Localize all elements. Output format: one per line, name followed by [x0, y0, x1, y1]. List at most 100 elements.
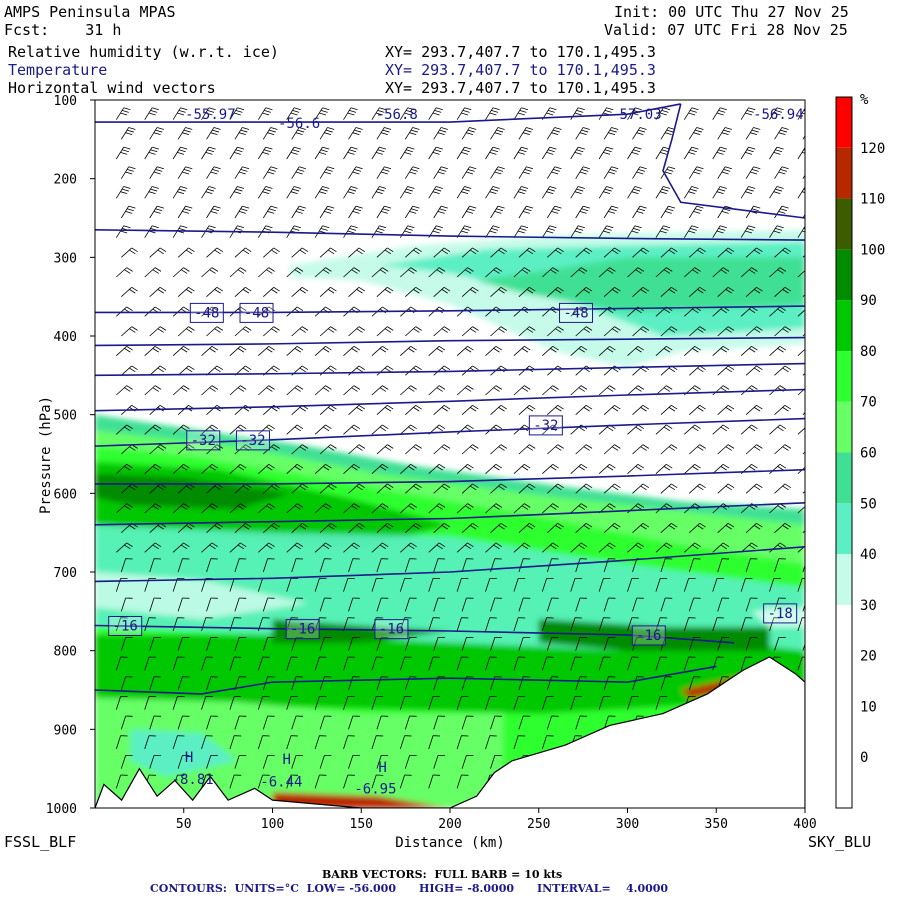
- wind-barb: [177, 715, 190, 730]
- wind-barb: [172, 345, 190, 356]
- wind-barb: [546, 166, 562, 179]
- wind-barb: [404, 754, 417, 769]
- wind-barb: [769, 617, 781, 632]
- wind-barb: [774, 558, 786, 573]
- contour-label: -16: [631, 625, 666, 646]
- wind-barb: [371, 107, 387, 120]
- wind-barb: [603, 676, 616, 691]
- colorbar-unit-label: %: [860, 92, 869, 108]
- wind-barb: [689, 247, 706, 258]
- wind-barb: [257, 735, 270, 750]
- wind-barb: [234, 166, 250, 179]
- wind-barb: [177, 205, 193, 219]
- wind-barb: [745, 205, 761, 219]
- field-temp-title: Temperature: [8, 61, 108, 79]
- wind-barb: [688, 205, 704, 219]
- wind-barb: [177, 597, 190, 612]
- wind-barb: [546, 636, 559, 651]
- wind-barb: [262, 636, 275, 651]
- wind-barb: [319, 522, 337, 533]
- wind-barb: [177, 522, 195, 533]
- wind-barb: [234, 205, 250, 219]
- wind-barb: [660, 404, 678, 415]
- wind-barb: [262, 127, 278, 140]
- wind-barb: [712, 463, 730, 474]
- wind-barb: [485, 735, 497, 750]
- wind-barb: [547, 286, 564, 297]
- wind-barb: [428, 186, 443, 199]
- wind-barb: [461, 247, 479, 258]
- wind-barb: [319, 676, 332, 691]
- wind-barb: [149, 636, 162, 651]
- wind-barb: [717, 127, 732, 140]
- wind-barb: [286, 695, 299, 710]
- wind-barb: [399, 186, 415, 199]
- wind-barb: [262, 558, 275, 573]
- wind-barb: [433, 754, 446, 769]
- wind-barb: [518, 127, 534, 140]
- wind-barb: [262, 205, 278, 219]
- wind-barb: [405, 444, 422, 455]
- wind-barb: [598, 577, 611, 592]
- wind-barb: [314, 503, 332, 514]
- wind-barb: [428, 617, 441, 632]
- wind-barb: [660, 597, 673, 612]
- wind-barb: [655, 542, 673, 553]
- wind-barb: [258, 503, 275, 514]
- contour-label: -56.94: [753, 107, 804, 123]
- wind-barb: [433, 205, 448, 219]
- wind-barb: [262, 754, 275, 769]
- wind-barb: [120, 558, 133, 573]
- wind-barb: [598, 345, 616, 356]
- wind-barb: [206, 247, 224, 258]
- wind-barb: [456, 463, 474, 474]
- wind-barb: [116, 542, 133, 553]
- wind-barb: [745, 483, 763, 494]
- wind-barb: [371, 424, 389, 435]
- wind-barb: [774, 404, 792, 415]
- wind-barb: [433, 286, 451, 297]
- wind-barb: [797, 348, 805, 356]
- wind-barb: [797, 617, 805, 632]
- wind-barb: [371, 345, 389, 356]
- isotherm-line: [95, 336, 805, 347]
- wind-barb: [291, 676, 304, 691]
- wind-barb: [229, 656, 242, 671]
- wind-barb: [172, 735, 185, 750]
- wind-barb: [456, 577, 469, 592]
- wind-barb: [229, 424, 247, 435]
- wind-barb: [632, 444, 650, 455]
- y-tick-label: 200: [54, 173, 77, 188]
- wind-barb: [376, 754, 389, 769]
- wind-barb: [712, 385, 730, 396]
- wind-barb: [433, 483, 451, 494]
- wind-barb: [518, 444, 536, 455]
- wind-barb: [229, 146, 245, 160]
- wind-barb: [627, 617, 639, 632]
- colorbar-swatch: [836, 655, 852, 707]
- wind-barb: [541, 225, 557, 238]
- wind-barb: [229, 735, 242, 750]
- wind-barb: [802, 213, 805, 219]
- forecast-hour: Fcst: 31 h: [4, 21, 122, 39]
- wind-barb: [428, 345, 446, 356]
- wind-barb: [513, 695, 526, 710]
- wind-barb: [433, 326, 451, 337]
- wind-barb: [399, 577, 412, 592]
- wind-barb: [518, 676, 531, 691]
- wind-barb: [116, 424, 133, 435]
- wind-barb: [542, 385, 559, 396]
- wind-barb: [319, 754, 332, 769]
- wind-barb: [683, 656, 696, 671]
- wind-barb: [461, 522, 479, 533]
- wind-barb: [570, 503, 588, 514]
- wind-barb: [456, 424, 474, 435]
- wind-barb: [149, 444, 167, 455]
- wind-barb: [575, 558, 588, 573]
- contour-label: -6.95: [354, 781, 396, 797]
- wind-barb: [371, 463, 389, 474]
- wind-barb: [769, 463, 787, 474]
- wind-barb: [712, 267, 730, 278]
- contour-label: -32: [186, 430, 221, 451]
- wind-barb: [485, 107, 500, 120]
